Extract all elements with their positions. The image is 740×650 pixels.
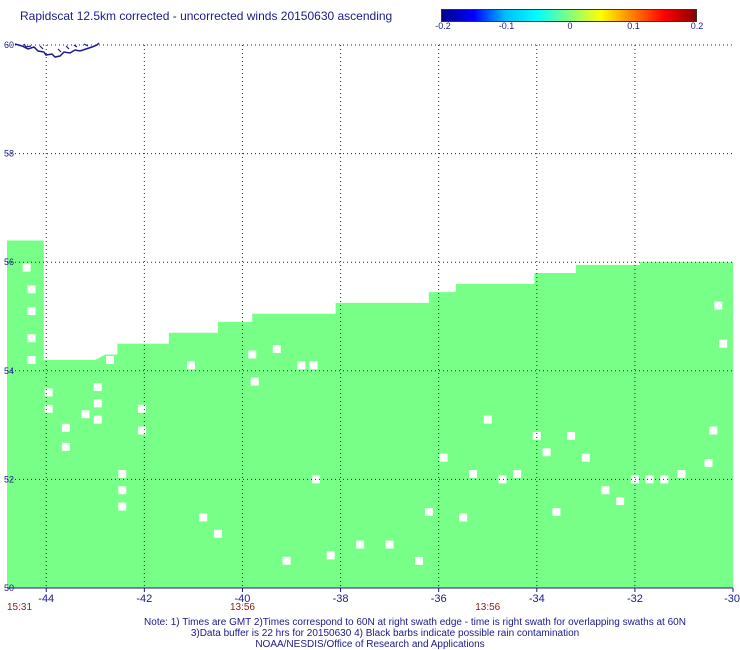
missing-cell <box>93 383 102 392</box>
missing-cell <box>93 399 102 408</box>
missing-cell <box>660 475 669 484</box>
lat-tick-label: 50 <box>4 583 14 593</box>
coastline-layer <box>14 42 100 58</box>
time-label: 15:31 <box>7 602 32 613</box>
lon-tick-label: -34 <box>529 593 545 605</box>
missing-cell <box>44 388 53 397</box>
missing-cell <box>272 345 281 354</box>
lat-tick-label: 58 <box>4 149 14 159</box>
lon-tick-label: -32 <box>627 593 643 605</box>
axes-layer: 50 52 54 56 58 60 -44 -42 -40 -38 -36 -34 -32 -30 15:3… <box>4 40 740 613</box>
missing-cell <box>616 497 625 506</box>
missing-cell <box>326 551 335 560</box>
colorbar-tick-label: 0.1 <box>627 21 640 31</box>
missing-cell <box>645 475 654 484</box>
lat-tick-label: 54 <box>4 366 14 376</box>
missing-cell <box>27 334 36 343</box>
swath-layer <box>7 240 733 589</box>
map-title: Rapidscat 12.5km corrected - uncorrected… <box>20 9 393 23</box>
missing-cell <box>581 453 590 462</box>
lon-tick-label: -30 <box>724 593 740 605</box>
missing-cell <box>297 361 306 370</box>
missing-cell <box>704 459 713 468</box>
missing-cell <box>93 415 102 424</box>
swath-area <box>7 240 733 589</box>
missing-cell <box>630 475 639 484</box>
missing-cell <box>542 448 551 457</box>
missing-cell <box>312 475 321 484</box>
missing-cell <box>27 285 36 294</box>
missing-cell <box>213 529 222 538</box>
missing-cell <box>22 263 31 272</box>
missing-cell <box>61 423 70 432</box>
missing-cell <box>27 307 36 316</box>
lat-tick-label: 56 <box>4 257 14 267</box>
missing-cell <box>137 426 146 435</box>
colorbar <box>441 9 697 22</box>
colorbar-tick-label: -0.1 <box>498 21 515 31</box>
missing-cell <box>552 507 561 516</box>
missing-cell <box>601 486 610 495</box>
missing-cell <box>137 404 146 413</box>
missing-cell <box>356 540 365 549</box>
missing-cell <box>719 339 728 348</box>
missing-cell <box>385 540 394 549</box>
missing-cell <box>439 453 448 462</box>
footnote-times: Note: 1) Times are GMT 2)Times correspon… <box>144 617 686 628</box>
missing-cell <box>498 475 507 484</box>
missing-cell <box>199 513 208 522</box>
lon-tick-label: -38 <box>333 593 349 605</box>
time-label: 13:56 <box>230 602 255 613</box>
missing-cell <box>459 513 468 522</box>
lat-tick-label: 60 <box>4 40 14 50</box>
colorbar-tick-label: 0.2 <box>690 21 704 31</box>
missing-cells-layer <box>22 263 728 565</box>
missing-cell <box>714 301 723 310</box>
missing-cell <box>106 355 115 364</box>
missing-cell <box>483 415 492 424</box>
missing-cell <box>118 486 127 495</box>
lon-tick-label: -44 <box>38 593 54 605</box>
missing-cell <box>61 442 70 451</box>
missing-cell <box>27 355 36 364</box>
missing-cell <box>415 556 424 565</box>
missing-cell <box>118 469 127 478</box>
coastline-icon <box>23 43 89 53</box>
missing-cell <box>282 556 291 565</box>
missing-cell <box>186 361 195 370</box>
missing-cell <box>309 361 318 370</box>
footnote-buffer: 3)Data buffer is 22 hrs for 20150630 4) … <box>190 628 580 639</box>
missing-cell <box>424 507 433 516</box>
colorbar-tick-label: -0.2 <box>435 21 451 31</box>
missing-cell <box>248 350 257 359</box>
missing-cell <box>709 426 718 435</box>
missing-cell <box>250 377 259 386</box>
grid-layer <box>7 44 733 589</box>
colorbar-tick-label: 0 <box>567 21 573 31</box>
lon-tick-label: -36 <box>431 593 447 605</box>
missing-cell <box>118 502 127 511</box>
lon-tick-label: -42 <box>136 593 152 605</box>
wind-difference-map: 50 52 54 56 58 60 -44 -42 -40 -38 -36 -34 -32 -30 15:3… <box>4 40 740 613</box>
lon-tick-label: -40 <box>235 593 251 605</box>
missing-cell <box>81 410 90 419</box>
missing-cell <box>677 469 686 478</box>
footnote-credit: NOAA/NESDIS/Office of Research and Appli… <box>255 639 485 650</box>
missing-cell <box>567 431 576 440</box>
time-label: 13:56 <box>475 602 500 613</box>
missing-cell <box>513 469 522 478</box>
missing-cell <box>532 431 541 440</box>
missing-cell <box>469 469 478 478</box>
coastline-icon <box>14 42 100 58</box>
lat-tick-label: 52 <box>4 474 14 484</box>
missing-cell <box>44 404 53 413</box>
